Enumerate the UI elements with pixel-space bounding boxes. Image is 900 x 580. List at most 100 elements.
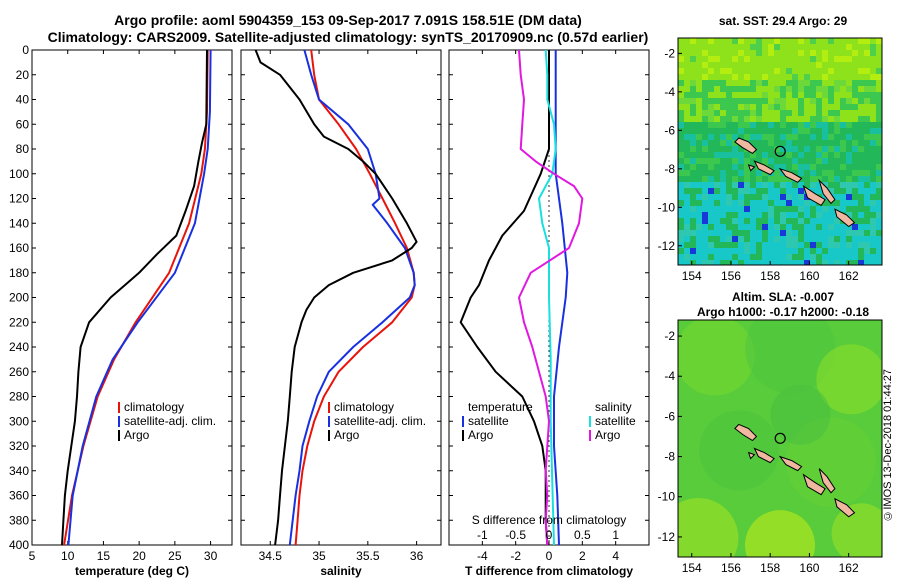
sst-cell	[768, 122, 774, 128]
sst-cell	[798, 188, 804, 194]
sst-cell	[762, 242, 768, 248]
sst-cell	[810, 206, 816, 212]
sst-cell	[768, 134, 774, 140]
sst-cell	[732, 224, 738, 230]
sst-cell	[786, 242, 792, 248]
sst-cell	[780, 134, 786, 140]
sst-cell	[810, 218, 816, 224]
sst-cell	[846, 194, 852, 200]
sst-cell	[822, 230, 828, 236]
sst-cell	[852, 134, 858, 140]
sst-cell	[870, 158, 876, 164]
sst-cell	[864, 134, 870, 140]
sst-cell	[726, 122, 732, 128]
sst-cell	[738, 128, 744, 134]
sst-cell	[798, 206, 804, 212]
legend-entry: satellite-adj. clim.	[124, 414, 216, 428]
sst-cell	[846, 188, 852, 194]
sst-cell	[702, 218, 708, 224]
sst-cell	[810, 146, 816, 152]
sst-cell	[720, 254, 726, 260]
sst-cell	[726, 164, 732, 170]
sst-cell	[720, 152, 726, 158]
sst-cell	[858, 260, 864, 265]
sst-cell	[792, 140, 798, 146]
sst-cell	[708, 200, 714, 206]
sst-cell	[678, 188, 684, 194]
sst-cell	[834, 80, 840, 86]
sst-cell	[750, 128, 756, 134]
sst-cell	[726, 242, 732, 248]
sst-cell	[840, 170, 846, 176]
sst-cell	[840, 176, 846, 182]
sst-cell	[738, 206, 744, 212]
sst-cell	[870, 200, 876, 206]
sst-cell	[816, 248, 822, 254]
sst-cell	[828, 128, 834, 134]
sst-cell	[756, 146, 762, 152]
sst-cell	[678, 212, 684, 218]
sst-cell	[834, 128, 840, 134]
sst-cell	[846, 134, 852, 140]
sst-cell	[720, 158, 726, 164]
sst-cell	[828, 236, 834, 242]
sst-cell	[840, 152, 846, 158]
sst-cell	[858, 242, 864, 248]
sst-cell	[702, 116, 708, 122]
sst-cell	[732, 176, 738, 182]
sst-cell	[852, 182, 858, 188]
sla-anomaly-blob	[678, 498, 739, 557]
sst-cell	[864, 206, 870, 212]
sst-cell	[702, 260, 708, 265]
y-tick-label: 200	[9, 291, 29, 305]
sst-cell	[828, 176, 834, 182]
sst-cell	[810, 170, 816, 176]
sst-cell	[858, 38, 864, 44]
sst-cell	[696, 182, 702, 188]
sst-cell	[804, 182, 810, 188]
sst-cell	[792, 206, 798, 212]
sst-cell	[708, 80, 714, 86]
sst-cell	[774, 128, 780, 134]
x-tick-label: 0	[546, 549, 553, 563]
sst-cell	[810, 242, 816, 248]
x-tick-label: 10	[61, 549, 75, 563]
sst-cell	[696, 254, 702, 260]
sst-cell	[816, 254, 822, 260]
sst-cell	[792, 224, 798, 230]
sst-cell	[720, 206, 726, 212]
sst-cell	[840, 230, 846, 236]
sst-cell	[858, 200, 864, 206]
sst-cell	[702, 50, 708, 56]
sst-cell	[798, 242, 804, 248]
sst-cell	[774, 122, 780, 128]
sst-cell	[810, 176, 816, 182]
sst-cell	[852, 248, 858, 254]
sst-cell	[708, 146, 714, 152]
sst-cell	[804, 86, 810, 92]
sst-cell	[696, 188, 702, 194]
x-tick-label: 35	[312, 549, 326, 563]
sst-cell	[870, 230, 876, 236]
sst-cell	[768, 44, 774, 50]
sst-cell	[756, 200, 762, 206]
sst-cell	[696, 92, 702, 98]
sst-cell	[822, 206, 828, 212]
sst-cell	[792, 260, 798, 265]
sst-cell	[816, 242, 822, 248]
argo-position-marker	[774, 432, 786, 444]
sst-cell	[876, 104, 882, 110]
sst-cell	[744, 74, 750, 80]
sst-cell	[822, 116, 828, 122]
sst-cell	[822, 200, 828, 206]
sst-cell	[756, 104, 762, 110]
sst-cell	[858, 80, 864, 86]
sst-cell	[798, 260, 804, 265]
sst-cell	[870, 218, 876, 224]
sst-cell	[798, 86, 804, 92]
sst-cell	[690, 200, 696, 206]
sst-cell	[696, 230, 702, 236]
sst-cell	[780, 236, 786, 242]
sst-cell	[708, 218, 714, 224]
sst-cell	[714, 242, 720, 248]
